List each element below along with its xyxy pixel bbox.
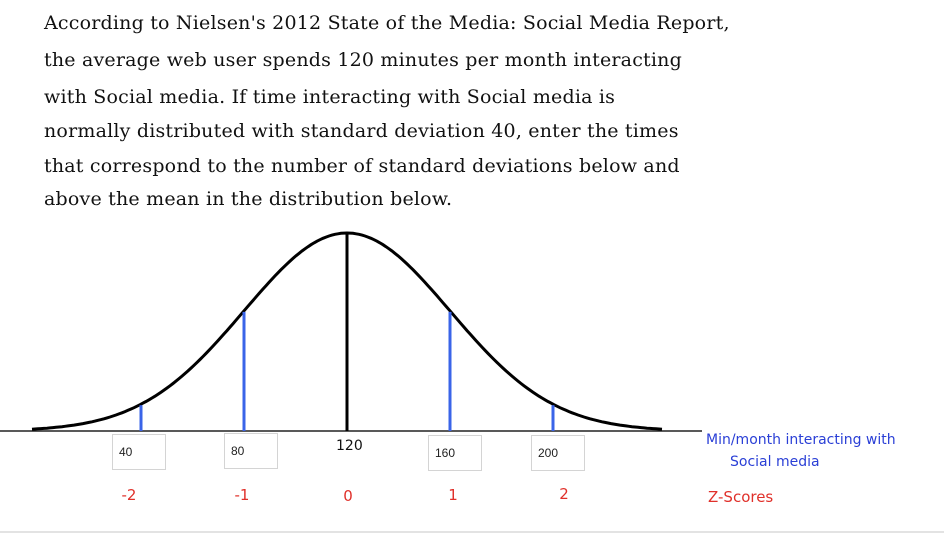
z-score-minus-1: -1 [234, 486, 250, 504]
answer-input-minus-2[interactable] [112, 434, 166, 470]
z-scores-caption: Z-Scores [708, 488, 774, 506]
prompt-line-3: with Social media. If time interacting w… [44, 86, 616, 108]
bottom-divider [0, 531, 944, 533]
prompt-line-4: normally distributed with standard devia… [44, 120, 679, 142]
mean-value-label: 120 [336, 438, 363, 454]
z-score-plus-1: 1 [448, 486, 458, 504]
axis-caption: Min/month interacting with Social media [706, 429, 896, 473]
answer-input-plus-2[interactable] [531, 435, 585, 471]
prompt-line-1: According to Nielsen's 2012 State of the… [44, 12, 730, 34]
axis-caption-line-2: Social media [730, 454, 820, 470]
axis-caption-line-1: Min/month interacting with [706, 432, 896, 448]
prompt-line-6: above the mean in the distribution below… [44, 188, 453, 210]
z-score-minus-2: -2 [121, 486, 137, 504]
z-score-0: 0 [343, 487, 353, 505]
prompt-line-2: the average web user spends 120 minutes … [44, 49, 682, 71]
bell-curve [31, 231, 663, 431]
prompt-line-5: that correspond to the number of standar… [44, 155, 680, 177]
answer-input-plus-1[interactable] [428, 435, 482, 471]
answer-input-minus-1[interactable] [224, 433, 278, 469]
z-score-plus-2: 2 [559, 485, 569, 503]
